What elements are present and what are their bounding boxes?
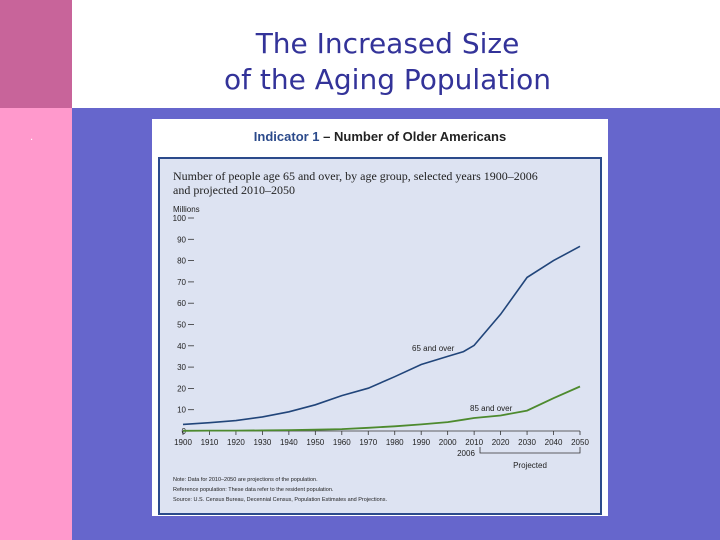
- y-axis-label: Millions: [173, 205, 200, 214]
- x-tick-label: 2000: [439, 438, 457, 447]
- x-tick-label: 1900: [174, 438, 192, 447]
- slide-title-line-2: of the Aging Population: [224, 63, 551, 96]
- series-label-85-and-over: 85 and over: [470, 404, 513, 413]
- accent-bar-top: [0, 0, 72, 108]
- chart-figure: Indicator 1 – Number of Older Americans …: [152, 119, 608, 516]
- y-tick-label: 100: [173, 214, 187, 223]
- note-line-2: Reference population: These data refer t…: [173, 487, 334, 493]
- x-tick-label: 2030: [518, 438, 536, 447]
- indicator-label: Indicator 1: [254, 129, 320, 144]
- x-tick-label: 1940: [280, 438, 298, 447]
- slide-title-line-1: The Increased Size: [255, 27, 520, 60]
- chart-title-line-1: Number of people age 65 and over, by age…: [173, 169, 538, 183]
- bullet-point: .: [30, 132, 34, 143]
- x-tick-label: 1990: [412, 438, 430, 447]
- projected-bracket: [479, 447, 581, 454]
- x-tick-label: 1980: [386, 438, 404, 447]
- indicator-heading: Indicator 1 – Number of Older Americans: [254, 129, 506, 144]
- x-tick-label-2006: 2006: [457, 449, 475, 458]
- x-tick-label: 1920: [227, 438, 245, 447]
- x-tick-label: 1930: [254, 438, 272, 447]
- x-tick-label: 1950: [306, 438, 324, 447]
- y-tick-label: 90: [177, 235, 186, 244]
- accent-bar-bottom: [0, 108, 72, 540]
- x-axis-ticks: 1900 1910 1920 1930 1940 1950 1960 1970 1980 1990…: [174, 431, 589, 447]
- series-line-85-and-over: [182, 385, 581, 432]
- indicator-title: – Number of Older Americans: [320, 129, 507, 144]
- y-tick-label: 70: [177, 278, 186, 287]
- note-line-3: Source: U.S. Census Bureau, Decennial Ce…: [173, 497, 387, 503]
- x-tick-label: 1960: [333, 438, 351, 447]
- x-tick-label: 2010: [465, 438, 483, 447]
- y-tick-label: 40: [177, 342, 186, 351]
- x-tick-label: 2040: [545, 438, 563, 447]
- x-tick-label: 1910: [201, 438, 219, 447]
- series-line-65-and-over: [182, 245, 581, 426]
- y-tick-label: 80: [177, 257, 186, 266]
- note-line-1: Note: Data for 2010–2050 are projections…: [173, 477, 318, 483]
- y-tick-label: 30: [177, 363, 186, 372]
- x-tick-label: 2050: [571, 438, 589, 447]
- x-tick-label: 1970: [359, 438, 377, 447]
- y-tick-label: 20: [177, 384, 186, 393]
- x-tick-label: 2020: [492, 438, 510, 447]
- y-tick-label: 60: [177, 299, 186, 308]
- series-label-65-and-over: 65 and over: [412, 344, 455, 353]
- y-tick-label: 10: [177, 406, 186, 415]
- chart-title-line-2: and projected 2010–2050: [173, 183, 295, 197]
- chart-panel: [158, 157, 602, 515]
- slide-title: The Increased Size of the Aging Populati…: [150, 26, 625, 98]
- projected-label: Projected: [513, 461, 547, 470]
- y-tick-label: 50: [177, 321, 186, 330]
- line-chart: Indicator 1 – Number of Older Americans …: [158, 129, 602, 515]
- title-band: [0, 0, 720, 108]
